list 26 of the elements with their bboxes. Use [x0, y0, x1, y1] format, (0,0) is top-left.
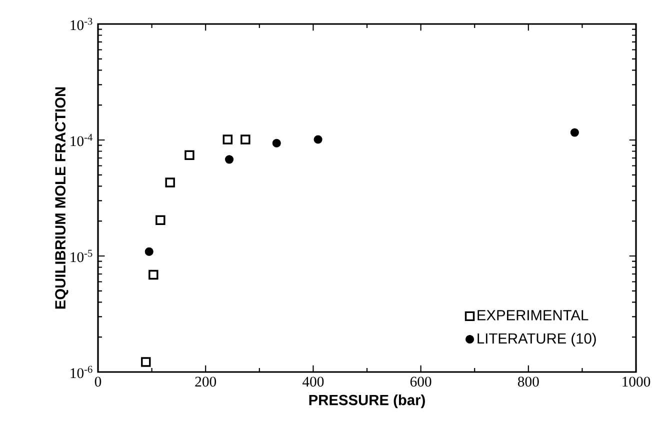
point	[570, 128, 579, 137]
point	[240, 134, 250, 144]
point	[184, 150, 194, 160]
x-tick-label: 1000	[622, 376, 650, 387]
x-tick-label: 0	[94, 376, 102, 387]
y-axis-title: EQUILIBRIUM MOLE FRACTION	[55, 87, 68, 309]
point	[314, 135, 322, 144]
x-axis-title: PRESSURE (bar)	[309, 394, 425, 408]
legend-label: EXPERIMENTAL	[478, 310, 588, 320]
legend-label: LITERATURE (10)	[478, 332, 596, 347]
y-tick-label: 10$^{-4}$	[70, 134, 92, 146]
point	[144, 247, 154, 256]
point	[141, 357, 151, 367]
x-tick-label: 800	[518, 376, 539, 387]
point	[225, 155, 234, 164]
x-tick-label: 400	[302, 376, 324, 387]
x-tick-label: 600	[410, 376, 432, 387]
y-tick-label: 10$^{-3}$	[70, 18, 92, 30]
point	[272, 138, 281, 148]
y-tick-label: 10$^{-5}$	[70, 250, 92, 262]
point	[222, 134, 233, 144]
point	[148, 270, 158, 280]
x-tick-label: 200	[195, 376, 216, 387]
point	[156, 215, 166, 225]
y-tick-label: 10$^{-6}$	[70, 366, 92, 378]
point	[165, 178, 175, 188]
